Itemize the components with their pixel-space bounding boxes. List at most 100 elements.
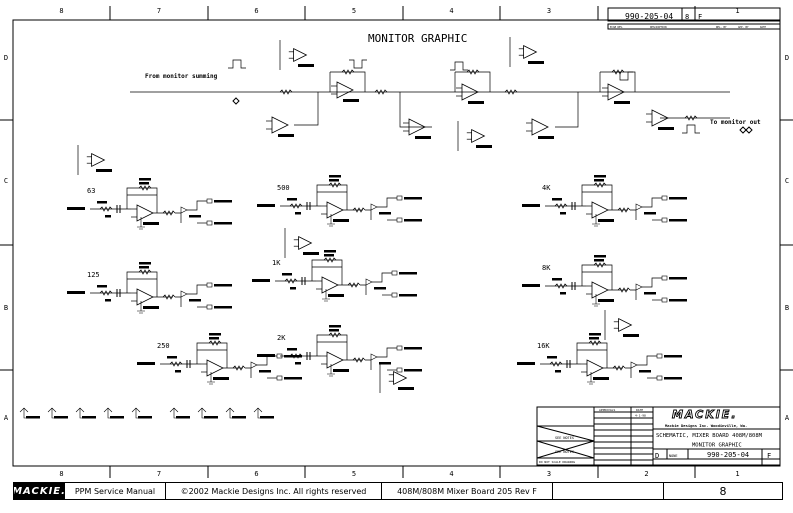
op-amp: [613, 317, 639, 337]
drawing-frame: 8 8 7 7 6 6 5 5 4 4 3 3 2 1 1 D D C C B B A A: [0, 6, 793, 478]
wire: [365, 359, 372, 370]
component-label: [282, 273, 292, 276]
part-label: [538, 136, 554, 139]
column-label: 4: [449, 7, 453, 15]
border: [12, 19, 781, 467]
component-label: [189, 215, 201, 218]
component-label: [139, 262, 151, 265]
op-amp-symbol: [326, 201, 344, 219]
wire: [642, 197, 662, 208]
op-amp-symbol: [136, 204, 154, 222]
band-label: 250: [157, 342, 170, 350]
connector: [206, 198, 213, 204]
input-label: [67, 291, 85, 294]
signal-waveform-icon: [228, 59, 246, 69]
output-note: To monitor out: [710, 119, 761, 126]
component-label: [560, 212, 566, 215]
footer-blank: [553, 483, 664, 499]
op-amp: [466, 128, 492, 148]
component-label: [552, 278, 562, 281]
part-label: [143, 222, 159, 225]
rev-header: REL. BY: [716, 25, 727, 29]
part-label: [468, 101, 484, 104]
part-label: [658, 127, 674, 130]
circuits: [19, 37, 753, 419]
component-label: [290, 287, 296, 290]
part-label: [333, 219, 349, 222]
component-label: [669, 299, 687, 302]
part-label: [598, 299, 614, 302]
component-label: [139, 182, 149, 185]
component-label: [589, 337, 599, 340]
component-label: [214, 306, 232, 309]
component-label: [669, 219, 687, 222]
band-label: 63: [87, 187, 95, 195]
component-label: [284, 377, 302, 380]
op-amp: [293, 235, 319, 255]
component-label: [295, 362, 301, 365]
component-label: [594, 259, 604, 262]
part-label: [278, 134, 294, 137]
op-amp: [86, 152, 112, 172]
op-amp: [526, 118, 554, 139]
wire: [630, 209, 637, 220]
connector: [661, 297, 668, 303]
resistor: [162, 210, 176, 216]
resistor: [554, 203, 568, 209]
row-label: C: [4, 177, 8, 185]
wire: [455, 71, 491, 92]
wire: [625, 367, 632, 378]
resistor: [328, 182, 342, 188]
op-amp: [646, 109, 674, 130]
title-dwg-no: 990-205-04: [707, 451, 749, 459]
band-labels: 63 125 250 500 1K 2K 4K 8K 16K: [87, 184, 551, 350]
op-amp: [201, 359, 229, 380]
column-label: 5: [352, 7, 356, 15]
row-label: D: [4, 54, 8, 62]
op-amp-symbol: [531, 118, 549, 136]
column-label: 2: [644, 470, 648, 478]
part-label: [143, 306, 159, 309]
resistor: [232, 365, 246, 371]
component-label: [139, 266, 149, 269]
resistor: [138, 269, 152, 275]
ground-icon: [137, 301, 145, 314]
component-label: [259, 370, 271, 373]
part-label: [213, 377, 229, 380]
wire: [399, 92, 432, 128]
title-block: APPROVALS DATE 4-1-98 SEE NOTES SEE NOTE…: [536, 406, 781, 466]
component-label: [167, 356, 177, 359]
row-label: A: [785, 414, 790, 422]
wire: [372, 272, 392, 283]
column-label: 3: [547, 7, 551, 15]
row-label: C: [785, 177, 789, 185]
resistor: [684, 115, 698, 121]
component-label: [295, 212, 301, 215]
resistor: [323, 257, 337, 263]
title-box: [536, 406, 781, 466]
pot: [635, 203, 643, 211]
resistor: [99, 206, 113, 212]
rev-dwg-no: 990-205-04: [625, 12, 673, 21]
resistor: [208, 340, 222, 346]
connector: [391, 270, 398, 276]
component-label: [399, 294, 417, 297]
component-label: [379, 362, 391, 365]
part-label: [528, 61, 544, 64]
input-connector-icon: [232, 97, 240, 105]
signal-waveform-icon: [682, 124, 700, 134]
band-label: 8K: [542, 264, 551, 272]
size-value: D: [655, 452, 659, 460]
ground-icon: [587, 372, 595, 385]
footer-board: 408M/808M Mixer Board 205 Rev F: [382, 483, 553, 499]
component-label: [594, 179, 604, 182]
wire: [555, 92, 579, 128]
band-label: 500: [277, 184, 290, 192]
wire: [245, 367, 252, 378]
wire: [360, 284, 367, 295]
column-label: 1: [735, 470, 739, 478]
op-amp-symbol: [607, 83, 625, 101]
part-label: [476, 145, 492, 148]
pot: [630, 361, 638, 369]
